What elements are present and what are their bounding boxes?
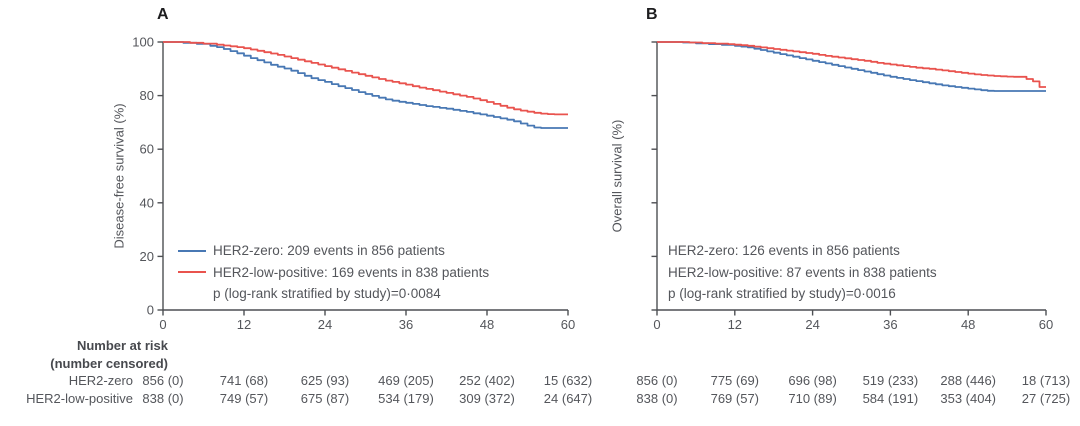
risk-value: 469 (205) [378, 373, 434, 388]
legend-label: HER2-low-positive: 169 events in 838 pat… [213, 264, 490, 280]
legend-label: HER2-zero: 209 events in 856 patients [213, 243, 445, 258]
risk-value: 18 (713) [1021, 373, 1071, 388]
y-tick-label: 20 [140, 249, 154, 264]
risk-value: 288 (446) [940, 373, 997, 388]
risk-value: 27 (725) [1021, 391, 1071, 406]
y-tick-label: 0 [147, 303, 154, 318]
panel-b-y-axis-title: Overall survival (%) [609, 119, 625, 233]
y-tick-label: 80 [140, 88, 154, 103]
y-tick-label: 40 [140, 195, 154, 210]
p-value-text: p (log-rank stratified by study)=0·0084 [213, 286, 441, 301]
y-tick-label: 100 [132, 35, 154, 50]
HER2-zero-curve-A [163, 41, 568, 129]
p-value-text: p (log-rank stratified by study)=0·0016 [668, 286, 896, 301]
HER2-zero-curve-B [657, 41, 1046, 92]
HER2-low-positive-curve-B [657, 41, 1046, 88]
her2-low-positive-line-swatch [178, 271, 206, 274]
panel-b-letter: B [646, 6, 658, 23]
risk-value: 838 (0) [636, 391, 678, 406]
legend-item-her2-low-positive: HER2-low-positive: 169 events in 838 pat… [178, 262, 489, 284]
risk-table-header: Number at risk (number censored) [0, 337, 168, 372]
x-tick-label: 60 [561, 317, 575, 332]
risk-value: 696 (98) [788, 373, 837, 388]
x-tick-label: 36 [883, 317, 897, 332]
risk-value: 625 (93) [300, 373, 350, 388]
risk-value: 749 (57) [219, 391, 269, 406]
HER2-low-positive-curve-A [163, 41, 568, 116]
risk-value: 741 (68) [219, 373, 269, 388]
panel-B-axes [651, 41, 1047, 316]
x-tick-label: 24 [318, 317, 332, 332]
x-tick-label: 0 [159, 317, 166, 332]
x-tick-label: 60 [1039, 317, 1053, 332]
panel-A-axes [157, 41, 569, 316]
x-tick-label: 12 [237, 317, 251, 332]
risk-value: 838 (0) [142, 391, 184, 406]
panel-b-legend: HER2-zero: 126 events in 856 patients HE… [668, 240, 937, 305]
panel-A-tick-labels: 0 12 24 36 48 60 0 20 40 60 80 100 [132, 35, 575, 333]
risk-table-header-line1: Number at risk [76, 338, 168, 353]
legend-item-her2-zero: HER2-zero: 209 events in 856 patients [178, 240, 489, 262]
risk-value: 775 (69) [710, 373, 760, 388]
legend-item-her2-low-positive: HER2-low-positive: 87 events in 838 pati… [668, 264, 937, 280]
panel-a-letter: A [157, 6, 169, 23]
risk-value: 353 (404) [940, 391, 997, 406]
risk-value: 856 (0) [636, 373, 678, 388]
risk-value: 584 (191) [862, 391, 919, 406]
risk-value: 15 (632) [543, 373, 593, 388]
panel-B-tick-labels: 0 12 24 36 48 60 [653, 317, 1053, 332]
x-tick-label: 24 [805, 317, 819, 332]
risk-value: 675 (87) [300, 391, 350, 406]
risk-table-header-line2: (number censored) [50, 355, 168, 371]
panel-a-legend: HER2-zero: 209 events in 856 patients HE… [178, 240, 489, 305]
risk-value: 769 (57) [710, 391, 760, 406]
y-tick-label: 60 [140, 142, 154, 157]
x-tick-label: 48 [961, 317, 975, 332]
x-tick-label: 0 [653, 317, 660, 332]
legend-item-her2-zero: HER2-zero: 126 events in 856 patients [668, 243, 900, 258]
risk-value: 24 (647) [543, 391, 593, 406]
her2-zero-line-swatch [178, 249, 206, 252]
panel-a-y-axis-title: Disease-free survival (%) [111, 103, 127, 249]
risk-value: 309 (372) [459, 391, 515, 406]
x-tick-label: 12 [728, 317, 742, 332]
x-tick-label: 36 [399, 317, 413, 332]
risk-value: 534 (179) [378, 391, 434, 406]
x-tick-label: 48 [480, 317, 494, 332]
risk-value: 252 (402) [459, 373, 515, 388]
risk-value: 519 (233) [862, 373, 919, 388]
risk-row-label-her2-zero: HER2-zero [68, 373, 133, 388]
risk-value: 710 (89) [788, 391, 837, 406]
risk-row-label-her2-low-positive: HER2-low-positive [26, 391, 133, 406]
risk-value: 856 (0) [142, 373, 184, 388]
